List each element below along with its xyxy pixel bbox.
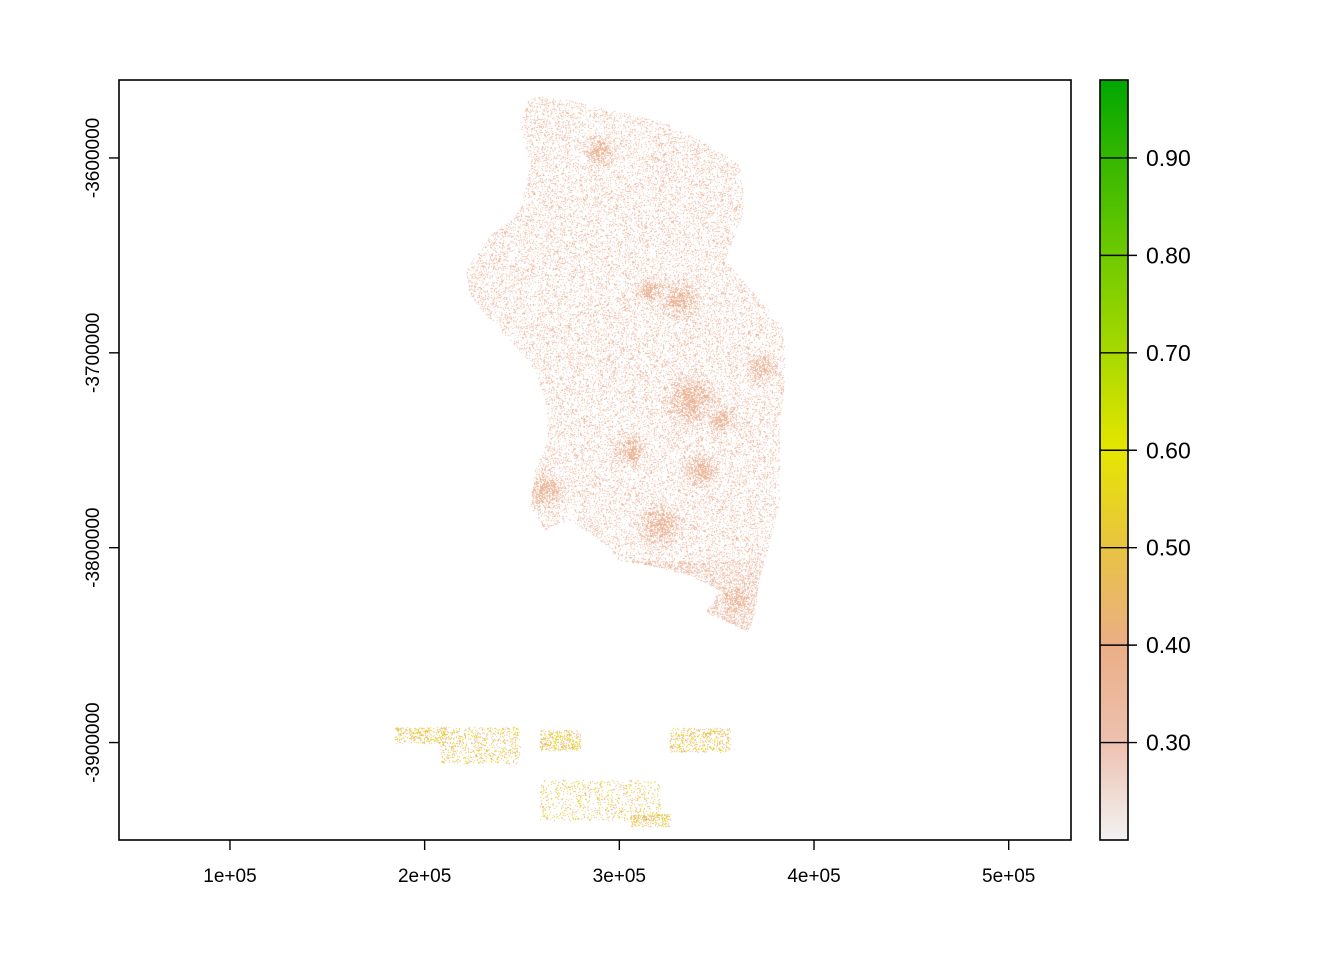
colorbar-tick-label: 0.50	[1146, 535, 1191, 561]
colorbar-tick-label: 0.70	[1146, 340, 1191, 366]
x-tick-label: 5e+05	[982, 866, 1035, 887]
colorbar-tick-label: 0.60	[1146, 437, 1191, 463]
raster-layer	[119, 80, 1071, 840]
colorbar-gradient	[1100, 80, 1128, 840]
raster-cells	[119, 80, 1071, 840]
x-tick-label: 3e+05	[593, 866, 646, 887]
colorbar-tick-label: 0.40	[1146, 632, 1191, 658]
colorbar-tick-label: 0.90	[1146, 145, 1191, 171]
y-tick-label: -3800000	[83, 508, 104, 588]
y-axis: -3600000 -3700000 -3800000 -3900000	[83, 118, 119, 783]
colorbar-tick-label: 0.80	[1146, 242, 1191, 268]
x-tick-label: 4e+05	[787, 866, 840, 887]
y-tick-label: -3900000	[83, 702, 104, 782]
colorbar-legend: 0.30 0.40 0.50 0.60 0.70 0.80 0.90	[1099, 79, 1191, 841]
colorbar-tick-label: 0.30	[1146, 730, 1191, 756]
x-tick-label: 1e+05	[203, 866, 256, 887]
x-tick-label: 2e+05	[398, 866, 451, 887]
x-axis: 1e+05 2e+05 3e+05 4e+05 5e+05	[203, 840, 1035, 887]
y-tick-label: -3700000	[83, 313, 104, 393]
colorbar-frame	[1099, 79, 1129, 841]
plot-frame	[118, 79, 1072, 841]
y-tick-label: -3600000	[83, 118, 104, 198]
